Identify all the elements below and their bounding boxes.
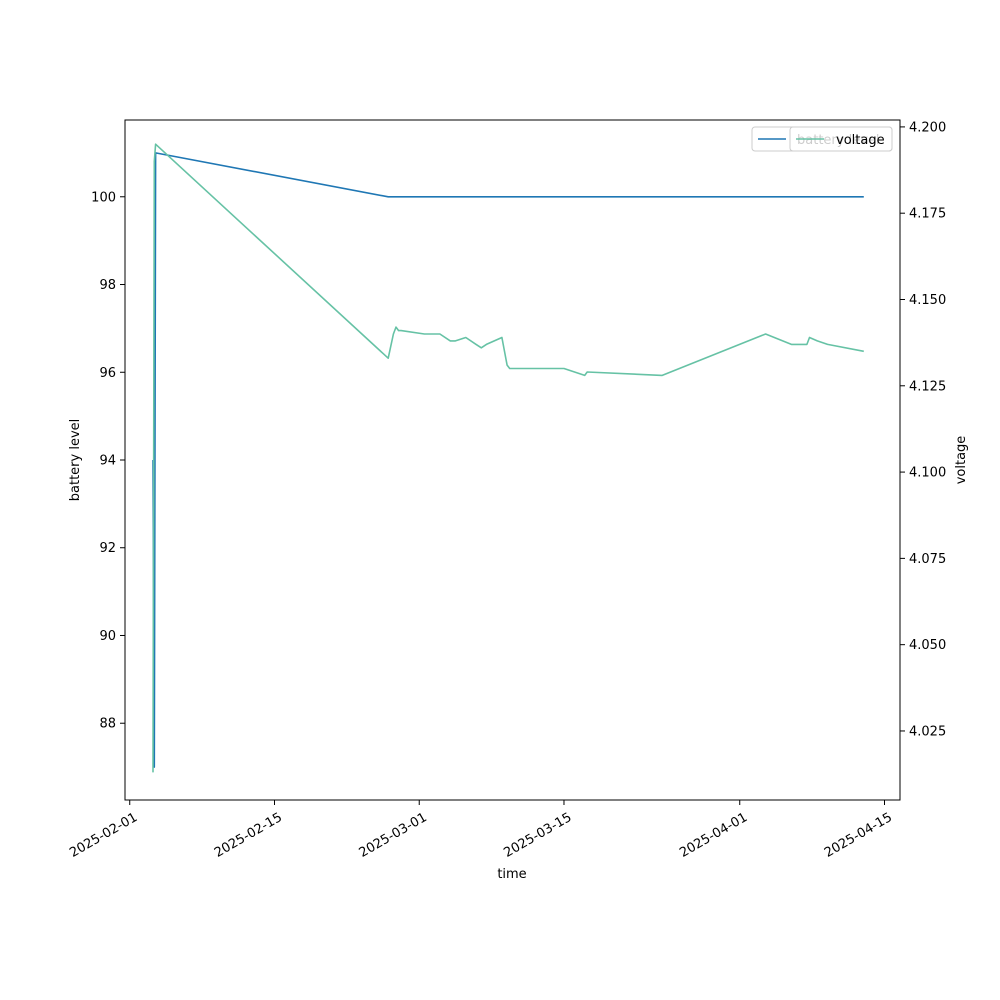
y-tick-label-right: 4.200 xyxy=(909,120,946,135)
x-tick-label: 2025-03-15 xyxy=(501,810,574,861)
y-tick-label-right: 4.100 xyxy=(909,466,946,481)
series-line-battery-level xyxy=(152,152,864,768)
y-tick-label-right: 4.025 xyxy=(909,724,946,739)
y-tick-label-right: 4.075 xyxy=(909,552,946,567)
x-tick-label: 2025-04-01 xyxy=(677,810,750,861)
x-tick-label: 2025-02-01 xyxy=(67,810,140,861)
y-tick-label-right: 4.125 xyxy=(909,379,946,394)
y-tick-label-left: 98 xyxy=(99,278,116,293)
y-tick-label-left: 92 xyxy=(99,541,116,556)
y-tick-label-right: 4.175 xyxy=(909,207,946,222)
y-tick-label-left: 100 xyxy=(91,190,116,205)
legend-label-voltage: voltage xyxy=(836,133,885,148)
y-ticks-right: 4.025 4.050 4.075 4.100 4.125 4.150 4.175 4.200 xyxy=(900,120,946,739)
legend-frame-right xyxy=(789,126,893,152)
series-layer xyxy=(152,143,864,773)
legend-voltage: voltage xyxy=(789,126,893,152)
y-tick-label-right: 4.150 xyxy=(909,293,946,308)
x-ticks: 2025-02-01 2025-02-15 2025-03-01 2025-03-15… xyxy=(67,800,895,861)
y-axis-label-right: voltage xyxy=(954,436,969,485)
x-tick-label: 2025-02-15 xyxy=(212,810,285,861)
y-tick-label-left: 90 xyxy=(99,629,116,644)
y-tick-label-right: 4.050 xyxy=(909,638,946,653)
x-tick-label: 2025-03-01 xyxy=(357,810,430,861)
y-tick-label-left: 94 xyxy=(99,454,116,469)
x-tick-label: 2025-04-15 xyxy=(822,810,895,861)
y-axis-label-left: battery level xyxy=(68,419,83,502)
x-axis-label: time xyxy=(497,867,526,882)
y-tick-label-left: 88 xyxy=(99,717,116,732)
y-ticks-left: 88 90 92 94 96 98 100 xyxy=(91,190,125,732)
y-tick-label-left: 96 xyxy=(99,366,116,381)
series-line-voltage xyxy=(152,143,864,773)
